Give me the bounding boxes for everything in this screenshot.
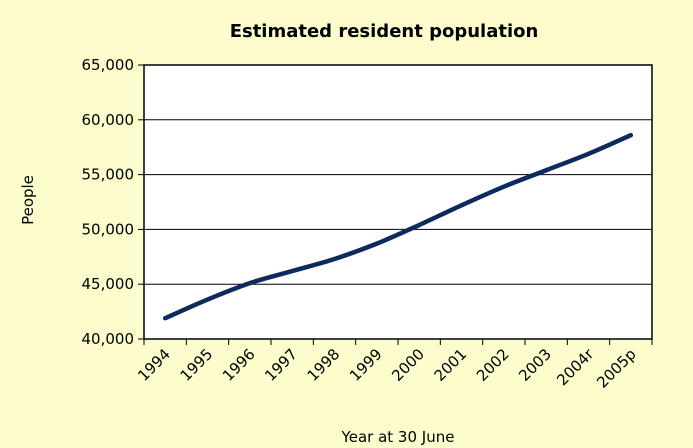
chart-title: Estimated resident population (230, 21, 539, 42)
y-tick-label: 50,000 (82, 220, 135, 238)
series-line-0 (162, 132, 634, 321)
y-tick-label: 55,000 (82, 166, 135, 184)
y-tick-label: 40,000 (82, 330, 135, 348)
x-axis-title: Year at 30 June (341, 428, 455, 446)
y-tick-label: 45,000 (82, 275, 135, 293)
y-axis-title: People (19, 175, 37, 225)
y-tick-label: 65,000 (82, 56, 135, 74)
plot-background (144, 65, 652, 339)
y-tick-label: 60,000 (82, 111, 135, 129)
plot-area: 40,00045,00050,00055,00060,00065,0001994… (82, 56, 653, 392)
